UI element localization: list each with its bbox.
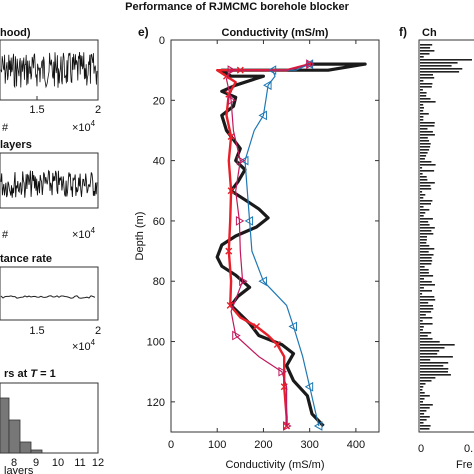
series-3-marker (235, 216, 245, 226)
left-panel3-title: tance rate (0, 253, 52, 265)
x-tick-label: 100 (208, 439, 226, 451)
series-2-marker (313, 421, 323, 431)
left-panel2-frame (0, 152, 99, 209)
y-tick-label: 20 (153, 95, 165, 107)
series-2-marker (288, 321, 297, 332)
series-2-marker (258, 110, 267, 121)
figure-title: Performance of RJMCMC borehole blocker (125, 1, 349, 13)
left-panel1-trace (0, 51, 98, 89)
y-tick-label: 60 (153, 216, 165, 228)
plot-frame (170, 39, 380, 433)
x-tick-label: 200 (254, 439, 272, 451)
panel-label-e: e) (138, 25, 149, 39)
left-panel4-bar-4 (30, 449, 43, 454)
series-1-marker (253, 322, 261, 330)
y-tick-label: 100 (147, 337, 165, 349)
left-panel4-ticklabel-4: 12 (92, 457, 104, 469)
left-panel3-trace (0, 295, 96, 299)
left-panel3-ticklabel-1: 2 (95, 325, 101, 337)
right-panel-xlabel: Fre (456, 459, 473, 471)
series-2-marker (263, 80, 272, 91)
x-tick-label: 300 (300, 439, 318, 451)
left-panel3-frame (0, 266, 99, 321)
series-1-marker (273, 341, 281, 349)
series-2-marker (258, 276, 267, 287)
x-axis: 0 100 200 300 400 (168, 40, 365, 451)
series-3-marker (232, 330, 241, 341)
series-2-marker (244, 216, 254, 226)
left-panel2-exp: ×104 (72, 226, 96, 241)
y-tick-label: 40 (153, 156, 165, 168)
series-2-marker (304, 381, 314, 392)
series-layer (215, 59, 367, 431)
left-panel3-ticklabel-0: 1.5 (29, 325, 44, 337)
right-panel: f) Ch 0 0. Fre (399, 25, 474, 471)
series-3-marker (306, 59, 315, 69)
y-tick-label: 0 (159, 35, 165, 47)
series-1-marker (227, 187, 235, 195)
series-2-marker (239, 155, 249, 166)
left-panel4-title: rs at T = 1 (4, 368, 56, 380)
series-1-marker (227, 132, 235, 140)
series-1-marker (225, 247, 233, 255)
left-panel2-title: layers (0, 139, 32, 151)
series-line-1 (216, 62, 311, 426)
series-3-marker (227, 65, 237, 76)
left-panel1-ticklabel-0: 1.5 (29, 104, 44, 116)
left-panel4-ticklabel-3: 11 (74, 457, 85, 469)
left-panel4-xlabel: layers (4, 465, 34, 474)
right-panel-ticklabel-0: 0 (418, 443, 424, 455)
series-line-2 (244, 63, 320, 427)
left-panel1-hash: # (2, 122, 9, 134)
left-panel4-bar-1 (0, 397, 10, 454)
series-3-marker (227, 95, 237, 106)
x-tick-label: 0 (168, 439, 174, 451)
left-panel2-hash: # (2, 229, 9, 241)
series-3-marker (283, 421, 292, 431)
left-panel1-ticklabel-1: 2 (95, 104, 101, 116)
right-panel-title: Ch (422, 27, 437, 39)
left-panel3-exp: ×104 (72, 338, 96, 353)
left-panel1-title: hood) (0, 27, 31, 39)
y-tick-label: 80 (153, 276, 165, 288)
series-3-marker (236, 155, 246, 166)
right-panel-histogram (420, 44, 472, 430)
series-line-3 (225, 63, 310, 426)
left-panel4-ticklabel-0: 8 (11, 457, 17, 469)
series-line-0 (215, 62, 367, 428)
panel-label-f: f) (399, 25, 407, 39)
left-panel1-exp: ×104 (72, 119, 96, 134)
right-panel-ticklabel-1: 0. (464, 443, 473, 455)
y-tick-label: 120 (147, 397, 165, 409)
chart-title: Conductivity (mS/m) (222, 27, 329, 39)
main-chart: e) Conductivity (mS/m) 0 20 40 60 80 100 120 0… (134, 25, 380, 471)
left-panel2-trace (0, 169, 98, 198)
series-3-marker (278, 366, 287, 377)
y-axis: 0 20 40 60 80 100 120 (147, 35, 379, 409)
x-tick-label: 400 (347, 439, 365, 451)
x-axis-label: Conductivity (mS/m) (225, 459, 324, 471)
y-axis-label: Depth (m) (134, 212, 146, 261)
left-panels: hood) 1.5 2 # ×104 layers # ×104 tance r… (0, 27, 104, 474)
left-panel4-ticklabel-1: 9 (33, 457, 39, 469)
left-panel4-bar-2 (8, 419, 21, 454)
left-panel4-ticklabel-2: 10 (52, 457, 64, 469)
right-panel-frame (418, 39, 474, 433)
left-panel4-bar-3 (19, 441, 32, 454)
series-3-marker (239, 276, 248, 287)
